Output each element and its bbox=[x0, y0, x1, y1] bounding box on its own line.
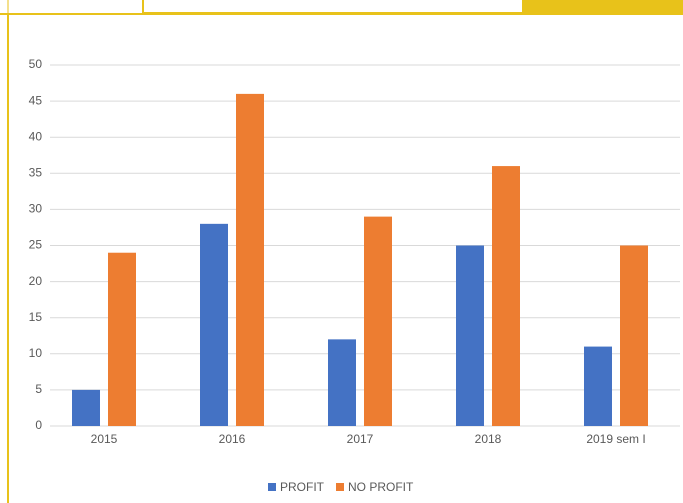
legend-swatch bbox=[336, 483, 344, 491]
bar bbox=[236, 93, 264, 426]
x-tick-label: 2019 sem I bbox=[586, 432, 645, 446]
bar bbox=[364, 216, 392, 426]
y-tick-label: 15 bbox=[29, 310, 43, 324]
y-tick-label: 40 bbox=[29, 129, 43, 143]
y-tick-label: 30 bbox=[29, 202, 43, 216]
top-frame bbox=[142, 0, 524, 14]
y-tick-label: 0 bbox=[35, 418, 42, 432]
y-tick-label: 5 bbox=[35, 382, 42, 396]
x-tick-label: 2018 bbox=[475, 432, 502, 446]
y-tick-label: 45 bbox=[29, 93, 43, 107]
x-tick-label: 2016 bbox=[219, 432, 246, 446]
y-tick-label: 35 bbox=[29, 165, 43, 179]
bar bbox=[492, 166, 520, 426]
y-tick-label: 25 bbox=[29, 238, 43, 252]
x-tick-label: 2017 bbox=[347, 432, 374, 446]
legend-swatch bbox=[268, 483, 276, 491]
legend-label: NO PROFIT bbox=[348, 480, 414, 494]
y-tick-label: 20 bbox=[29, 274, 43, 288]
x-tick-label: 2015 bbox=[91, 432, 118, 446]
bar bbox=[72, 389, 100, 426]
bar bbox=[328, 339, 356, 426]
y-tick-label: 50 bbox=[29, 57, 43, 71]
bar bbox=[456, 245, 484, 426]
bar bbox=[584, 346, 612, 426]
top-block bbox=[523, 0, 683, 14]
y-tick-label: 10 bbox=[29, 346, 43, 360]
bar bbox=[620, 245, 648, 426]
bar bbox=[200, 223, 228, 426]
legend-label: PROFIT bbox=[280, 480, 325, 494]
bar bbox=[108, 252, 136, 426]
